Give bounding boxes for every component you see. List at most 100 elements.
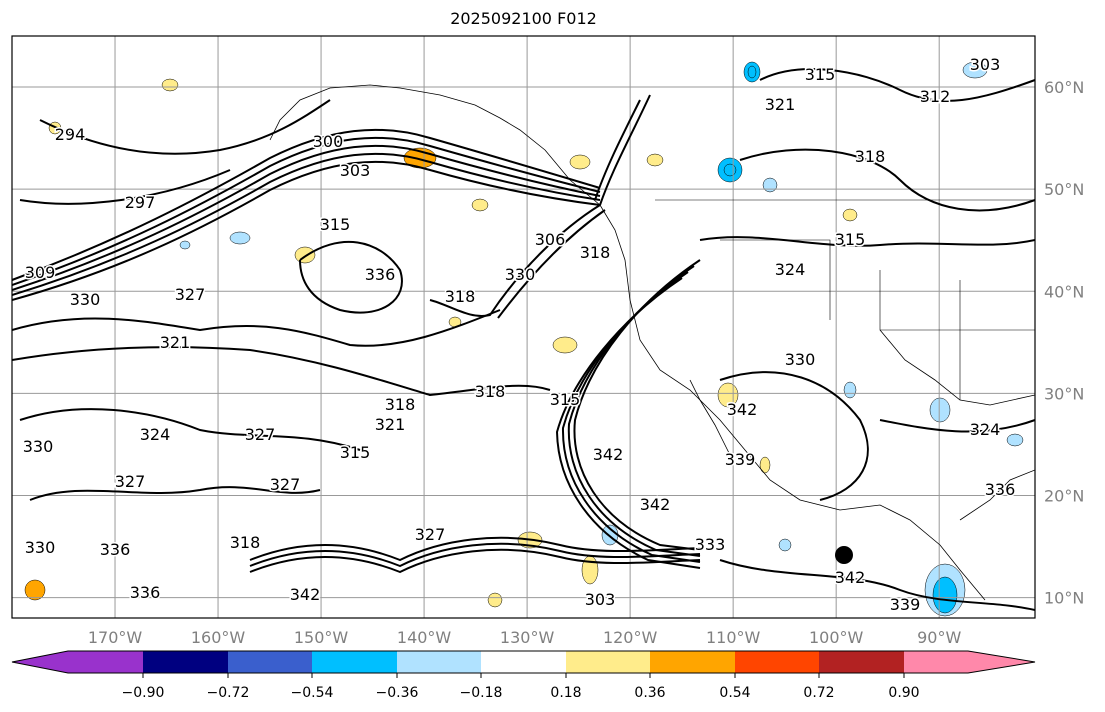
lat-label: 20°N [1044,486,1084,505]
colorbar-extend-min [12,651,143,673]
contour-label: 303 [340,161,371,180]
contour-label: 315 [340,443,371,462]
lon-label: 140°W [397,628,452,647]
alaska-coastline [269,84,601,206]
colorbar-segment [143,651,228,673]
contour-label: 315 [835,230,866,249]
lat-label: 30°N [1044,384,1084,403]
west-coast-mexico-coastline [599,204,986,601]
contour-label: 342 [835,568,866,587]
anomaly-patch [24,579,46,601]
lon-label: 150°W [294,628,349,647]
map-background [12,36,1035,618]
anomaly-patch [161,78,179,92]
contour-label: 321 [765,95,796,114]
map-frame [11,35,1036,619]
contour-label: 318 [230,533,261,552]
contour-label: 327 [270,475,301,494]
colorbar-tick-label: 0.36 [634,685,665,701]
contour-label: 339 [725,450,756,469]
anomaly-patch [581,555,599,585]
anomaly-patch [1006,433,1024,447]
contour-label: 327 [415,525,446,544]
anomaly-patch [932,576,958,614]
anomaly-patch [487,592,503,608]
colorbar-tick-label: 0.18 [550,685,581,701]
anomaly-patch [471,198,489,212]
lat-label: 50°N [1044,180,1084,199]
contour-label: 342 [593,445,624,464]
contour-label: 330 [25,538,56,557]
contour-label: 336 [130,583,161,602]
colorbar-tick-label: −0.72 [207,685,250,701]
colorbar-segment [481,651,566,673]
lon-label: 120°W [603,628,658,647]
anomaly-patch [759,456,771,474]
contour-label: 300 [313,132,344,151]
contour-label: 324 [775,260,806,279]
colorbar-segment [228,651,312,673]
colorbar-segment [819,651,904,673]
contour-label: 315 [550,390,581,409]
contour-label: 321 [375,415,406,434]
contour-label: 327 [115,472,146,491]
colorbar-segment [650,651,735,673]
contour-label: 327 [175,285,206,304]
baja-california [689,379,731,456]
anomaly-patch [962,61,988,79]
lat-label: 10°N [1044,589,1084,608]
central-america-coast [959,469,1035,521]
shaded-anomalies [24,61,1024,617]
longitude-labels: 170°W 160°W 150°W 140°W 130°W 120°W 110°W 100°W… [88,628,962,647]
anomaly-patch [294,246,316,264]
contour-label: 333 [695,535,726,554]
lon-label: 170°W [88,628,143,647]
contour-label: 339 [890,595,921,614]
contour-label: 306 [535,230,566,249]
colorbar-outline [11,650,1036,674]
lon-label: 110°W [706,628,761,647]
contour-label: 327 [245,425,276,444]
anomaly-patch [229,231,251,245]
latitude-labels: 60°N 50°N 40°N 30°N 20°N 10°N [1044,78,1084,608]
contour-label: 342 [727,400,758,419]
colorbar-tick-label: −0.54 [291,685,334,701]
contour-label: 318 [475,382,506,401]
lon-label: 130°W [500,628,555,647]
contour-labels: 294 297 300 303 309 330 327 321 324 330 327 327 318 3… [21,54,1017,616]
contour-label: 336 [100,540,131,559]
colorbar-segment [566,651,650,673]
contour-label: 336 [985,480,1016,499]
contour-label: 303 [585,590,616,609]
anomaly-patch [723,163,737,177]
contour-label: 342 [290,585,321,604]
colorbar-segment [312,651,397,673]
contour-label: 318 [580,243,611,262]
contour-label: 315 [320,215,351,234]
contour-label: 324 [970,420,1001,439]
colorbar-segment [735,651,819,673]
colorbar-tick-label: 0.54 [719,685,750,701]
anomaly-patch [842,208,858,222]
colorbar-tick-label: −0.90 [122,685,165,701]
contour-label: 294 [55,125,86,144]
contour-label: 321 [160,333,191,352]
anomaly-patch [569,154,591,170]
lat-label: 60°N [1044,78,1084,97]
contour-lines [12,68,1035,611]
colorbar-segment [397,651,481,673]
contour-label: 330 [505,265,536,284]
contour-label: 318 [855,147,886,166]
contour-label: 318 [445,287,476,306]
contour-label: 297 [125,193,156,212]
lon-label: 160°W [191,628,246,647]
colorbar-tick-label: −0.36 [376,685,419,701]
colorbar-extend-max [904,651,1035,673]
anomaly-patch [646,153,664,167]
storm-position-marker [835,546,853,564]
contour-label: 330 [785,350,816,369]
contour-label: 336 [365,265,396,284]
contour-label: 309 [25,263,56,282]
colorbar-tick-label: 0.90 [888,685,919,701]
